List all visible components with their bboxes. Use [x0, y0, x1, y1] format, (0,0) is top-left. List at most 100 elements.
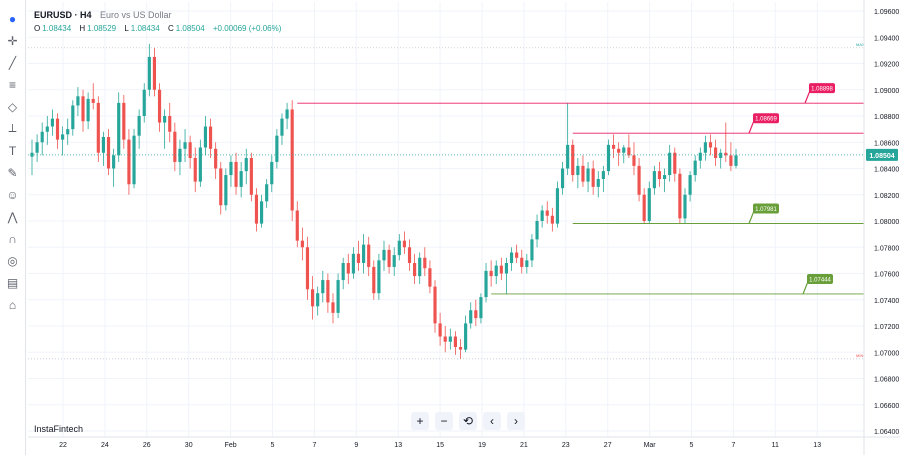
scroll-left-button[interactable]: ‹ — [483, 412, 501, 430]
candle — [112, 148, 116, 187]
level-support[interactable]: 1.07444 — [491, 273, 864, 295]
candle-body — [601, 171, 605, 179]
level-resistance[interactable]: 1.08898 — [297, 83, 864, 104]
candle-body — [698, 152, 702, 161]
candle — [229, 155, 233, 187]
candle-body — [673, 152, 677, 174]
scroll-right-button[interactable]: › — [507, 412, 525, 430]
candle — [708, 134, 713, 156]
y-tick-label: 1.07600 — [874, 272, 899, 279]
candle — [469, 302, 473, 329]
level-label: 1.07444 — [809, 277, 831, 283]
logo-icon[interactable]: ● — [8, 11, 17, 26]
forecast-icon[interactable]: ⋀ — [7, 209, 18, 224]
x-tick-label: 27 — [604, 442, 612, 449]
magnet-icon[interactable]: ∩ — [8, 231, 17, 246]
candle — [208, 118, 213, 158]
x-tick-label: 24 — [101, 442, 109, 449]
text-icon[interactable]: T — [8, 143, 17, 158]
candle — [525, 253, 529, 274]
candle-body — [576, 165, 580, 176]
candle-body — [362, 244, 366, 263]
x-tick-label: 13 — [813, 442, 821, 449]
y-tick-label: 1.08200 — [874, 193, 899, 200]
candle-body — [132, 135, 136, 185]
candle-body — [708, 142, 713, 148]
x-tick-label: 23 — [562, 442, 570, 449]
home-icon[interactable]: ⌂ — [8, 297, 17, 312]
candle-body — [443, 336, 447, 342]
candle — [326, 273, 330, 313]
x-tick-label: 26 — [143, 442, 151, 449]
candle-body — [581, 165, 585, 182]
candle-body — [61, 134, 65, 140]
candle-body — [76, 96, 80, 106]
candle-body — [239, 171, 243, 187]
candle — [275, 129, 279, 169]
candle-body — [280, 118, 284, 136]
candle — [489, 260, 493, 287]
candle-body — [402, 240, 406, 248]
candle — [428, 260, 432, 294]
max-label: MAX — [856, 42, 865, 47]
candle-body — [464, 323, 468, 350]
x-tick-label: 30 — [185, 442, 193, 449]
candle-body — [382, 249, 386, 261]
crosshair-icon[interactable]: ✛ — [7, 33, 18, 48]
candle — [673, 147, 677, 182]
symbol-label[interactable]: EURUSD · H4 — [34, 10, 92, 20]
level-resistance[interactable]: 1.08669 — [572, 113, 864, 134]
eye-icon[interactable]: ◎ — [7, 253, 18, 268]
candle — [142, 83, 146, 123]
zoom-in-button[interactable]: + — [411, 412, 429, 430]
levels: 1.08898 1.08669 1.07981 1.07444 — [297, 83, 864, 295]
candle — [652, 165, 656, 195]
candle — [290, 100, 294, 221]
x-tick-label: 5 — [271, 442, 275, 449]
candle — [152, 47, 157, 97]
x-tick-label: Feb — [225, 442, 237, 449]
pattern-icon[interactable]: ◇ — [7, 99, 18, 114]
candle — [499, 257, 503, 281]
low-label: L — [124, 24, 129, 33]
price-axis[interactable]: 1.09600 1.09400 1.09200 1.09000 1.08800 1.086… — [863, 0, 899, 455]
candle — [198, 139, 202, 187]
x-tick-label: 21 — [520, 442, 528, 449]
candle — [443, 326, 447, 353]
candle-body — [203, 126, 208, 148]
zoom-out-button[interactable]: − — [435, 412, 453, 430]
candle — [55, 113, 60, 149]
y-tick-label: 1.08600 — [874, 140, 899, 147]
candle-body — [525, 260, 529, 267]
emoji-icon[interactable]: ☺ — [6, 187, 19, 202]
candle-body — [377, 260, 381, 294]
level-support[interactable]: 1.07981 — [572, 203, 864, 224]
candle-body — [157, 89, 162, 123]
candle-body — [458, 347, 463, 350]
candle-body — [494, 265, 498, 277]
candle-body — [96, 102, 100, 153]
trash-icon[interactable]: ▤ — [6, 275, 19, 290]
trend-line-icon[interactable]: ╱ — [8, 55, 17, 70]
reset-chart-button[interactable]: ⟲ — [459, 412, 477, 430]
candle-body — [433, 286, 437, 324]
fib-icon[interactable]: ≡ — [8, 77, 16, 92]
y-tick-label: 1.08800 — [874, 114, 899, 121]
candle-body — [188, 142, 192, 158]
candle-body — [71, 105, 75, 130]
x-tick-label: 15 — [436, 442, 444, 449]
candle-body — [168, 116, 172, 132]
candle — [647, 181, 651, 224]
candle-body — [520, 257, 524, 267]
candle-body — [637, 165, 641, 195]
y-tick-label: 1.07000 — [874, 350, 899, 357]
measure-icon[interactable]: ⟂ — [8, 121, 17, 135]
candle — [214, 142, 218, 179]
candle — [178, 139, 182, 176]
candle — [591, 160, 595, 195]
candle — [183, 129, 187, 162]
time-axis[interactable]: 22 24 26 30 Feb 5 7 9 13 15 19 21 23 27 Mar 5 7 11 13 — [28, 436, 900, 449]
brush-icon[interactable]: ✎ — [7, 165, 18, 180]
candle-body — [545, 210, 549, 216]
